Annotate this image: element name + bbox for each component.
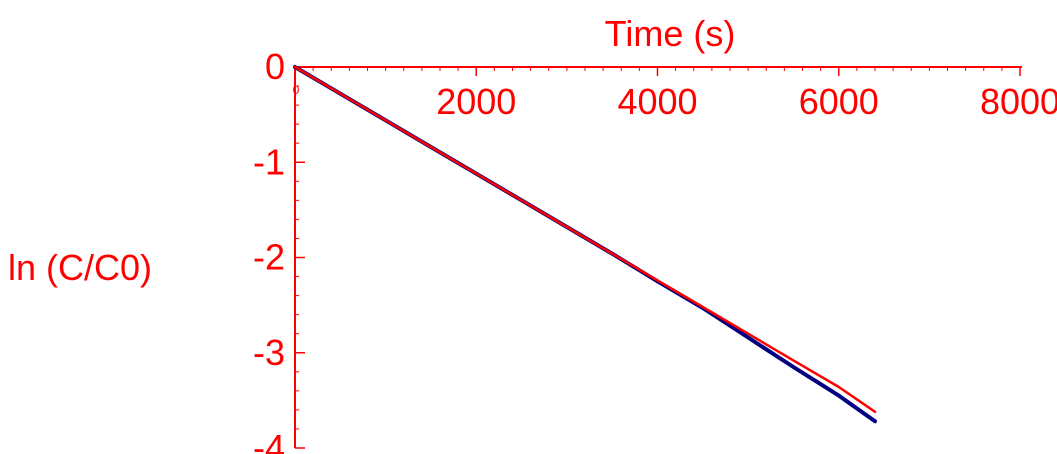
- x-tick-label: 2000: [436, 81, 516, 122]
- x-tick-label: 6000: [799, 81, 879, 122]
- series-line: [293, 65, 877, 414]
- y-tick-label: -2: [253, 237, 285, 278]
- axes: [294, 66, 1022, 448]
- y-axis-label: ln (C/C0): [8, 247, 152, 288]
- x-tick-label: 8000: [980, 81, 1057, 122]
- y-tick-label: -1: [253, 141, 285, 182]
- x-axis-label: Time (s): [605, 13, 736, 54]
- y-tick-label: -4: [253, 427, 285, 454]
- y-tick-label: 0: [265, 46, 285, 87]
- series-layer: [293, 65, 877, 424]
- x-tick-label: 4000: [617, 81, 697, 122]
- series-line: [293, 65, 877, 424]
- y-tick-label: -3: [253, 332, 285, 373]
- ticks: 2000 4000 6000 8000 00 -1 -2 -3 -4: [253, 46, 1057, 454]
- x-tick-label: 0: [293, 83, 300, 97]
